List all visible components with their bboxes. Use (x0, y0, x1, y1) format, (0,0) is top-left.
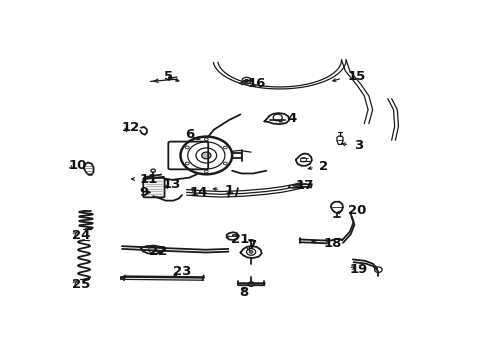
Text: 11: 11 (139, 172, 157, 185)
Text: 21: 21 (231, 233, 249, 246)
Text: 2: 2 (319, 160, 329, 173)
Circle shape (245, 79, 248, 82)
Text: 12: 12 (122, 121, 140, 134)
Text: 4: 4 (287, 112, 296, 125)
Circle shape (202, 152, 211, 159)
FancyBboxPatch shape (143, 178, 165, 197)
Text: 13: 13 (163, 178, 181, 191)
Circle shape (249, 251, 253, 253)
Text: 22: 22 (149, 245, 168, 258)
Text: 14: 14 (190, 186, 208, 199)
Text: 3: 3 (354, 139, 363, 152)
Text: 19: 19 (350, 264, 368, 276)
Text: 20: 20 (348, 204, 367, 217)
Text: 10: 10 (68, 159, 86, 172)
Text: 9: 9 (139, 186, 148, 199)
Text: 16: 16 (247, 77, 266, 90)
Text: 7: 7 (247, 239, 256, 252)
Text: 5: 5 (164, 70, 173, 83)
Text: 6: 6 (185, 128, 194, 141)
Text: 1: 1 (224, 184, 234, 197)
Text: 8: 8 (240, 286, 249, 299)
Text: 24: 24 (72, 229, 90, 242)
Text: 17: 17 (296, 179, 314, 192)
Text: 18: 18 (323, 237, 342, 250)
Text: 25: 25 (72, 278, 90, 291)
Text: 23: 23 (173, 265, 192, 278)
Text: 15: 15 (348, 70, 366, 83)
